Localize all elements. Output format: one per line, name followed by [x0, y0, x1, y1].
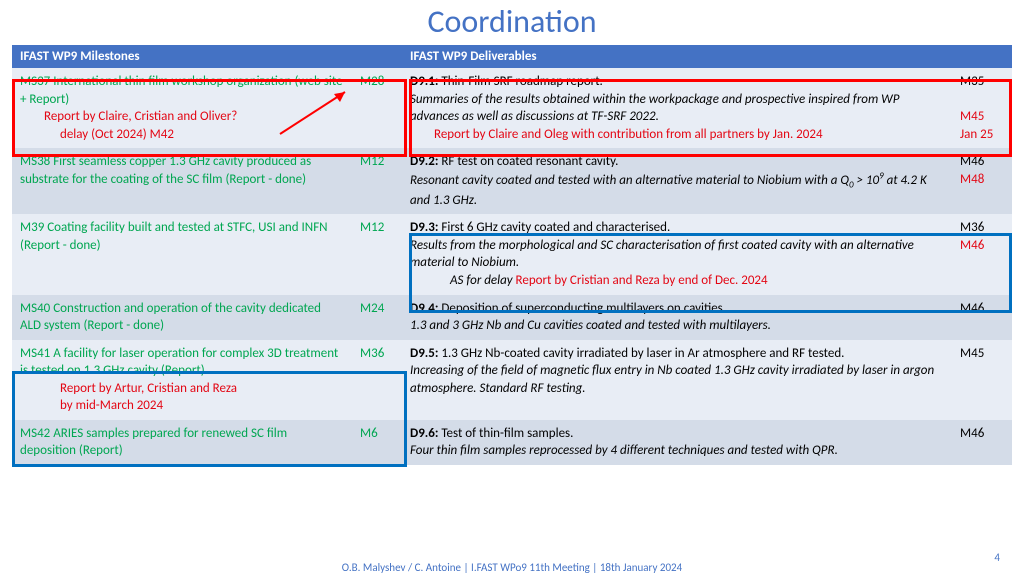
due: M36 [960, 220, 984, 235]
table-row: MS41 A facility for laser operation for … [12, 340, 1012, 420]
del-title: Test of thin-film samples. [438, 426, 573, 441]
del-title: Deposition of superconducting multilayer… [438, 301, 726, 316]
del-note: Report by Claire and Oleg with contribut… [410, 126, 944, 144]
ms-label: MS41 A facility for laser operation for … [20, 346, 338, 379]
del-label: D9.4: [410, 301, 438, 316]
del-desc: Results from the morphological and SC ch… [410, 238, 914, 271]
del-label: D9.2: [410, 154, 438, 169]
table-row: MS40 Construction and operation of the c… [12, 295, 1012, 340]
due: M46 [960, 238, 984, 253]
ms-cell: MS40 Construction and operation of the c… [12, 295, 352, 340]
del-desc: Increasing of the field of magnetic flux… [410, 363, 934, 396]
due: M46 [960, 301, 984, 316]
del-due: M46 M48 [952, 148, 1012, 214]
del-cell: D9.3: First 6 GHz cavity coated and char… [402, 214, 952, 294]
ms-due: M24 [352, 295, 402, 340]
del-desc: Resonant cavity coated and tested with a… [410, 173, 927, 208]
del-title: 1.3 GHz Nb-coated cavity irradiated by l… [438, 346, 844, 361]
ms-cell: MS41 A facility for laser operation for … [12, 340, 352, 420]
table-row: MS37 International thin film workshop or… [12, 68, 1012, 148]
del-label: D9.5: [410, 346, 438, 361]
ms-due: M12 [352, 148, 402, 214]
del-desc: 1.3 and 3 GHz Nb and Cu cavities coated … [410, 318, 771, 333]
ms-cell: MS38 First seamless copper 1.3 GHz cavit… [12, 148, 352, 214]
due: M46 [960, 426, 984, 441]
table-row: MS38 First seamless copper 1.3 GHz cavit… [12, 148, 1012, 214]
ms-due: M36 [352, 340, 402, 420]
due: Jan 25 [960, 127, 993, 142]
header-milestones: IFAST WP9 Milestones [12, 45, 352, 68]
due: M46 [960, 154, 984, 169]
del-label: D9.6: [410, 426, 438, 441]
ms-label: MS40 Construction and operation of the c… [20, 301, 321, 334]
del-title: Thin-Film SRF roadmap report. [438, 74, 602, 89]
due: M45 [960, 109, 984, 124]
del-label: D9.1: [410, 74, 438, 89]
slide-title: Coordination [0, 2, 1024, 41]
ms-cell: M39 Coating facility built and tested at… [12, 214, 352, 294]
ms-label: MS37 International thin film workshop or… [20, 74, 343, 107]
del-due: M36 M46 [952, 214, 1012, 294]
header-ms-due [352, 45, 402, 68]
footer-text: O.B. Malyshev / C. Antoine | I.FAST WPo9… [0, 561, 1024, 574]
del-cell: D9.4: Deposition of superconducting mult… [402, 295, 952, 340]
header-deliverables: IFAST WP9 Deliverables [402, 45, 952, 68]
del-cell: D9.6: Test of thin-film samples. Four th… [402, 420, 952, 465]
ms-note: delay (Oct 2024) M42 [20, 126, 344, 144]
del-due: M46 [952, 420, 1012, 465]
ms-label: M39 Coating facility built and tested at… [20, 220, 328, 253]
ms-note: by mid-March 2024 [20, 397, 344, 415]
del-desc: Summaries of the results obtained within… [410, 92, 899, 125]
ms-note: Report by Claire, Cristian and Oliver? [20, 108, 344, 126]
ms-due: M12 [352, 214, 402, 294]
del-cell: D9.5: 1.3 GHz Nb-coated cavity irradiate… [402, 340, 952, 420]
coordination-table-wrap: IFAST WP9 Milestones IFAST WP9 Deliverab… [0, 45, 1024, 465]
due: M35 [960, 74, 984, 89]
ms-cell: MS42 ARIES samples prepared for renewed … [12, 420, 352, 465]
del-label: D9.3: [410, 220, 438, 235]
ms-due: M28 [352, 68, 402, 148]
ms-label: MS42 ARIES samples prepared for renewed … [20, 426, 287, 459]
del-cell: D9.2: RF test on coated resonant cavity.… [402, 148, 952, 214]
del-title: First 6 GHz cavity coated and characteri… [438, 220, 670, 235]
table-row: MS42 ARIES samples prepared for renewed … [12, 420, 1012, 465]
del-note: AS for delay Report by Cristian and Reza… [410, 272, 944, 290]
due: M48 [960, 172, 984, 187]
ms-cell: MS37 International thin film workshop or… [12, 68, 352, 148]
del-desc: Four thin film samples reprocessed by 4 … [410, 443, 838, 458]
table-row: M39 Coating facility built and tested at… [12, 214, 1012, 294]
coordination-table: IFAST WP9 Milestones IFAST WP9 Deliverab… [12, 45, 1012, 465]
ms-due: M6 [352, 420, 402, 465]
del-title: RF test on coated resonant cavity. [438, 154, 618, 169]
del-due: M45 [952, 340, 1012, 420]
ms-label: MS38 First seamless copper 1.3 GHz cavit… [20, 154, 311, 187]
del-due: M46 [952, 295, 1012, 340]
del-due: M35 M45 Jan 25 [952, 68, 1012, 148]
due: M45 [960, 346, 984, 361]
ms-note: Report by Artur, Cristian and Reza [20, 380, 344, 398]
header-del-due [952, 45, 1012, 68]
del-cell: D9.1: Thin-Film SRF roadmap report. Summ… [402, 68, 952, 148]
